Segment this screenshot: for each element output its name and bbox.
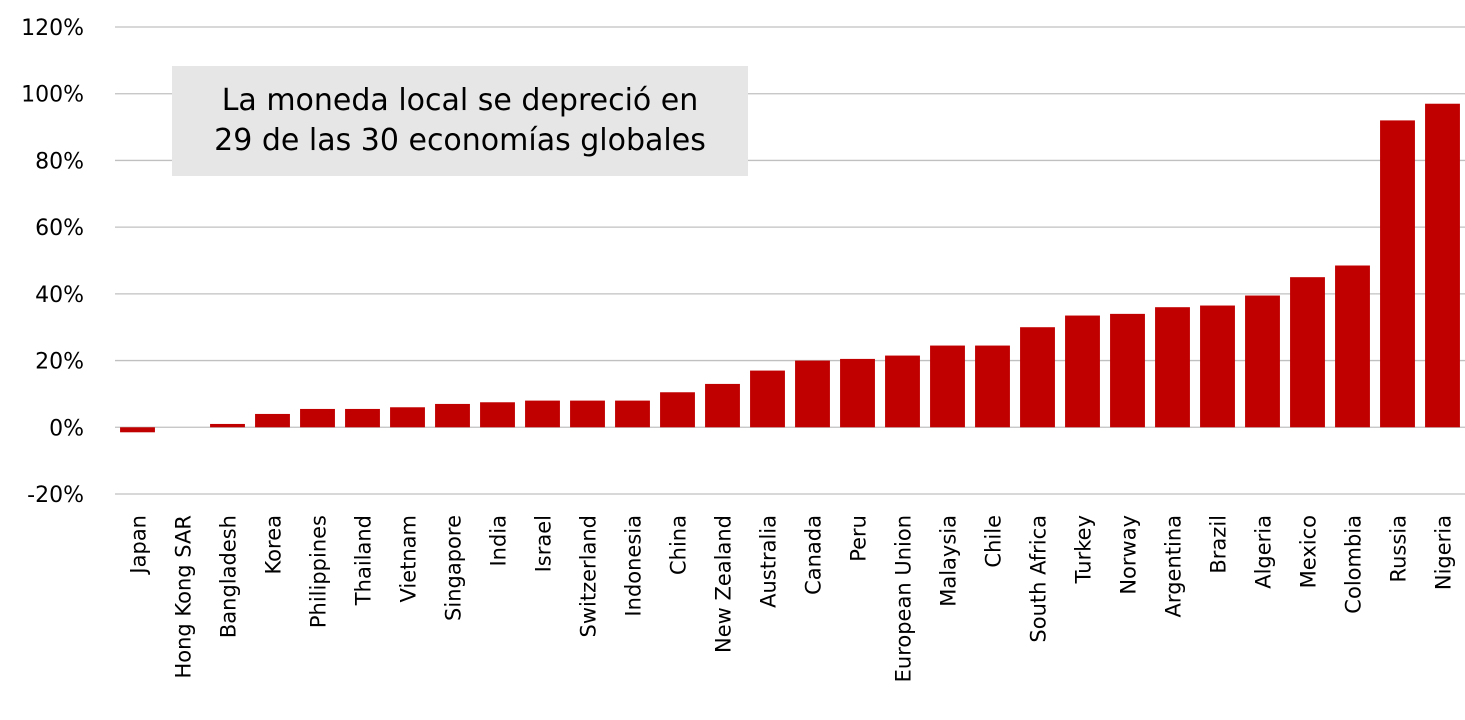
annotation-box: La moneda local se depreció en 29 de las… — [172, 66, 748, 176]
x-tick-label: Malaysia — [937, 515, 961, 607]
x-tick-label: Turkey — [1072, 515, 1096, 584]
y-tick-label: 60% — [35, 216, 84, 241]
annotation-line-1: La moneda local se depreció en — [221, 83, 699, 118]
bar-indonesia — [615, 400, 650, 428]
x-tick-label: South Africa — [1027, 515, 1051, 643]
bar-japan — [120, 427, 155, 433]
y-tick-label: -20% — [27, 483, 84, 508]
x-tick-label: Russia — [1387, 515, 1411, 583]
x-tick-label: Vietnam — [397, 515, 421, 603]
x-tick-label: Israel — [532, 515, 556, 572]
y-tick-label: 100% — [21, 83, 84, 108]
bar-mexico — [1290, 277, 1325, 428]
x-tick-label: Algeria — [1252, 515, 1276, 589]
x-tick-label: Brazil — [1207, 515, 1231, 574]
x-tick-label: Switzerland — [577, 515, 601, 638]
x-tick-label: Bangladesh — [217, 515, 241, 638]
y-tick-label: 40% — [35, 283, 84, 308]
y-tick-label: 20% — [35, 350, 84, 375]
x-tick-label: Argentina — [1162, 515, 1186, 617]
x-tick-label: Indonesia — [622, 515, 646, 617]
bars — [120, 103, 1460, 433]
x-tick-label: Japan — [127, 515, 151, 576]
y-tick-label: 0% — [49, 416, 84, 441]
x-tick-label: New Zealand — [712, 515, 736, 653]
bar-turkey — [1065, 315, 1100, 428]
y-axis-ticks: 120% 100% 80% 60% 40% 20% 0% -20% — [21, 16, 84, 508]
bar-korea — [255, 413, 290, 428]
x-tick-label: Nigeria — [1432, 515, 1456, 590]
x-tick-label: Korea — [262, 515, 286, 575]
y-tick-label: 120% — [21, 16, 84, 41]
x-tick-label: Norway — [1117, 515, 1141, 595]
bar-nigeria — [1425, 103, 1460, 428]
bar-switzerland — [570, 400, 605, 428]
bar-australia — [750, 370, 785, 428]
x-tick-label: India — [487, 515, 511, 567]
bar-algeria — [1245, 295, 1280, 428]
x-tick-label: Hong Kong SAR — [172, 515, 196, 679]
bar-canada — [795, 360, 830, 428]
bar-india — [480, 402, 515, 428]
y-tick-label: 80% — [35, 149, 84, 174]
x-axis-labels: Japan Hong Kong SAR Bangladesh Korea Philipp… — [127, 515, 1456, 682]
x-tick-label: China — [667, 515, 691, 575]
x-tick-label: Chile — [982, 515, 1006, 568]
x-tick-label: European Union — [892, 515, 916, 682]
bar-european-union — [885, 355, 920, 428]
bar-thailand — [345, 408, 380, 428]
bar-bangladesh — [210, 423, 245, 428]
x-tick-label: Canada — [802, 515, 826, 595]
x-tick-label: Singapore — [442, 515, 466, 621]
bar-peru — [840, 358, 875, 428]
bar-singapore — [435, 403, 470, 428]
bar-colombia — [1335, 265, 1370, 428]
x-tick-label: Thailand — [352, 515, 376, 606]
bar-south-africa — [1020, 327, 1055, 428]
bar-norway — [1110, 313, 1145, 428]
bar-israel — [525, 400, 560, 428]
x-tick-label: Mexico — [1297, 515, 1321, 588]
x-tick-label: Colombia — [1342, 515, 1366, 614]
bar-chile — [975, 345, 1010, 428]
bar-brazil — [1200, 305, 1235, 428]
x-tick-label: Peru — [847, 515, 871, 562]
bar-malaysia — [930, 345, 965, 428]
bar-philippines — [300, 408, 335, 428]
bar-new-zealand — [705, 383, 740, 428]
x-tick-label: Philippines — [307, 515, 331, 628]
bar-argentina — [1155, 307, 1190, 428]
bar-vietnam — [390, 407, 425, 428]
bar-russia — [1380, 120, 1415, 428]
x-tick-label: Australia — [757, 515, 781, 608]
annotation-line-2: 29 de las 30 economías globales — [214, 123, 706, 158]
bar-china — [660, 392, 695, 428]
